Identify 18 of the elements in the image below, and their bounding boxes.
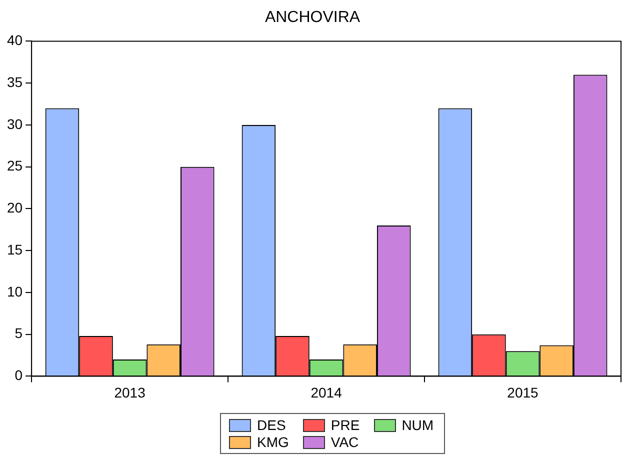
chart-title: ANCHOVIRA <box>264 9 360 26</box>
y-tick-label: 0 <box>14 367 23 384</box>
y-tick-label: 25 <box>6 158 23 174</box>
legend-label: VAC <box>330 434 359 450</box>
y-tick-label: 40 <box>6 32 23 48</box>
y-tick-label: 30 <box>6 116 23 132</box>
y-tick-label: 10 <box>6 283 23 300</box>
y-tick-label: 35 <box>6 74 23 90</box>
legend-label: PRE <box>330 417 360 433</box>
y-tick-label: 5 <box>14 325 23 342</box>
legend-label: DES <box>257 417 286 433</box>
x-tick-label: 2014 <box>310 384 342 400</box>
y-tick-label: 20 <box>6 200 23 216</box>
y-tick-label: 15 <box>6 241 23 258</box>
x-tick-label: 2013 <box>114 384 146 400</box>
legend-label: NUM <box>402 417 434 433</box>
legend-label: KMG <box>257 434 289 450</box>
x-tick-label: 2015 <box>507 384 539 400</box>
